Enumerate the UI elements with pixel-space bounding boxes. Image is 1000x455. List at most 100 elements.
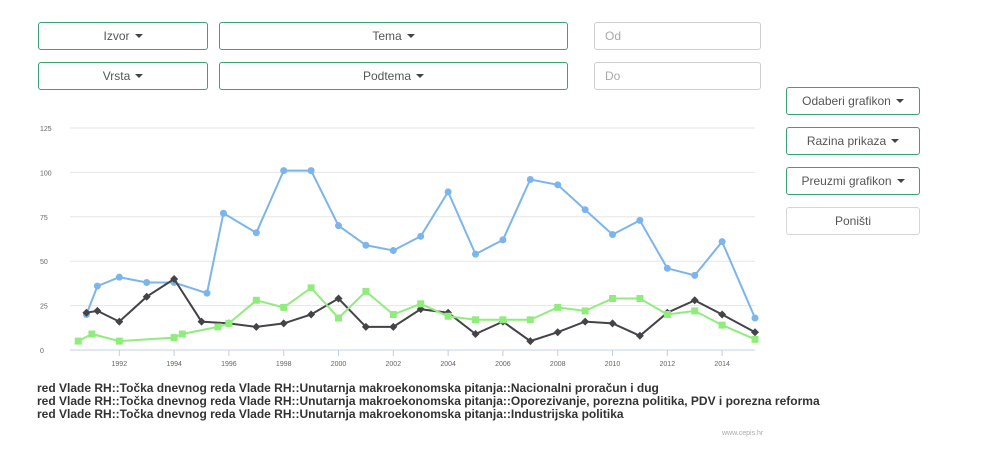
- data-point: [609, 294, 617, 302]
- data-point: [307, 167, 315, 175]
- data-point: [170, 334, 178, 342]
- data-point: [751, 328, 759, 337]
- data-point: [252, 322, 261, 331]
- x-tick-label: 2014: [714, 361, 730, 368]
- data-point: [554, 303, 562, 311]
- data-point: [635, 331, 644, 340]
- data-point: [252, 296, 260, 304]
- data-point: [362, 241, 370, 249]
- preuzmi-grafikon-dropdown[interactable]: Preuzmi grafikon: [786, 167, 920, 195]
- x-tick-label: 2000: [331, 361, 347, 368]
- x-tick-label: 2006: [495, 361, 511, 368]
- ponisti-button[interactable]: Poništi: [786, 207, 920, 235]
- data-point: [751, 314, 759, 322]
- data-point: [663, 310, 671, 318]
- y-tick-label: 50: [40, 259, 48, 266]
- data-point: [361, 322, 370, 331]
- data-point: [115, 317, 124, 326]
- data-point: [416, 305, 425, 314]
- data-point: [718, 321, 726, 329]
- series-line-3: [77, 286, 756, 343]
- data-point: [280, 167, 288, 175]
- preuzmi-grafikon-label: Preuzmi grafikon: [801, 174, 892, 188]
- x-tick-label: 2008: [550, 361, 566, 368]
- data-point: [499, 316, 507, 324]
- data-point: [279, 319, 288, 328]
- data-point: [334, 294, 343, 303]
- data-point: [170, 274, 179, 283]
- data-point: [197, 317, 206, 326]
- caret-down-icon: [896, 179, 905, 183]
- data-point: [718, 310, 727, 319]
- y-tick-label: 125: [40, 126, 52, 133]
- data-point: [581, 307, 589, 315]
- credit-text[interactable]: www.cepis.hr: [722, 430, 764, 437]
- odaberi-grafikon-label: Odaberi grafikon: [802, 94, 891, 108]
- data-point: [214, 323, 222, 331]
- data-point: [362, 287, 370, 295]
- vrsta-label: Vrsta: [102, 69, 131, 83]
- data-point: [178, 330, 186, 338]
- data-point: [88, 330, 96, 338]
- data-point: [74, 337, 82, 345]
- line-chart: 0 25 50 75 100 125 1992 1994 1996 1998 2000 2002 200…: [40, 126, 759, 368]
- x-tick-label: 1992: [112, 361, 128, 368]
- data-point: [554, 181, 562, 189]
- podtema-label: Podtema: [362, 69, 412, 83]
- data-point: [751, 335, 759, 343]
- data-point: [499, 236, 507, 244]
- izvor-label: Izvor: [103, 29, 130, 43]
- podtema-dropdown[interactable]: Podtema: [219, 62, 568, 90]
- series-line-2: [86, 277, 756, 343]
- data-point: [718, 238, 726, 246]
- x-tick-label: 1998: [276, 361, 292, 368]
- legend-item-series-2[interactable]: red Vlade RH::Točka dnevnog reda Vlade R…: [37, 394, 820, 408]
- caret-down-icon: [895, 99, 904, 103]
- data-point: [526, 316, 534, 324]
- data-point: [389, 247, 397, 255]
- ponisti-label: Poništi: [834, 214, 872, 228]
- razina-prikaza-dropdown[interactable]: Razina prikaza: [786, 127, 920, 155]
- data-point: [472, 250, 480, 258]
- data-point: [143, 279, 151, 287]
- data-point: [389, 322, 398, 331]
- data-point: [307, 310, 316, 319]
- izvor-dropdown[interactable]: Izvor: [38, 22, 208, 50]
- data-point: [608, 319, 617, 328]
- od-date-input[interactable]: [594, 22, 761, 50]
- legend-item-series-3[interactable]: red Vlade RH::Točka dnevnog reda Vlade R…: [37, 407, 624, 421]
- data-point: [115, 273, 123, 281]
- data-point: [581, 317, 590, 326]
- data-point: [93, 306, 102, 315]
- caret-down-icon: [135, 74, 144, 78]
- do-date-input[interactable]: [594, 62, 761, 90]
- tema-dropdown[interactable]: Tema: [219, 22, 568, 50]
- x-tick-label: 2010: [605, 361, 621, 368]
- data-point: [219, 209, 227, 217]
- data-point: [609, 231, 617, 239]
- data-point: [417, 232, 425, 240]
- vrsta-dropdown[interactable]: Vrsta: [38, 62, 208, 90]
- y-tick-label: 75: [40, 215, 48, 222]
- razina-prikaza-label: Razina prikaza: [806, 134, 887, 148]
- caret-down-icon: [406, 34, 415, 38]
- data-point: [690, 296, 699, 305]
- x-tick-label: 1996: [221, 361, 237, 368]
- x-tick-label: 2012: [660, 361, 676, 368]
- y-tick-label: 0: [40, 348, 44, 355]
- data-point: [335, 314, 343, 322]
- legend-item-series-1[interactable]: red Vlade RH::Točka dnevnog reda Vlade R…: [37, 381, 659, 395]
- x-tick-label: 2002: [386, 361, 402, 368]
- caret-down-icon: [416, 74, 425, 78]
- data-point: [307, 284, 315, 292]
- y-tick-label: 25: [40, 304, 48, 311]
- data-point: [203, 289, 211, 297]
- x-tick-label: 2004: [440, 361, 456, 368]
- odaberi-grafikon-dropdown[interactable]: Odaberi grafikon: [786, 87, 920, 115]
- data-point: [526, 176, 534, 184]
- data-point: [636, 216, 644, 224]
- data-point: [335, 222, 343, 230]
- x-tick-label: 1994: [166, 361, 182, 368]
- data-point: [225, 319, 233, 327]
- data-point: [444, 312, 452, 320]
